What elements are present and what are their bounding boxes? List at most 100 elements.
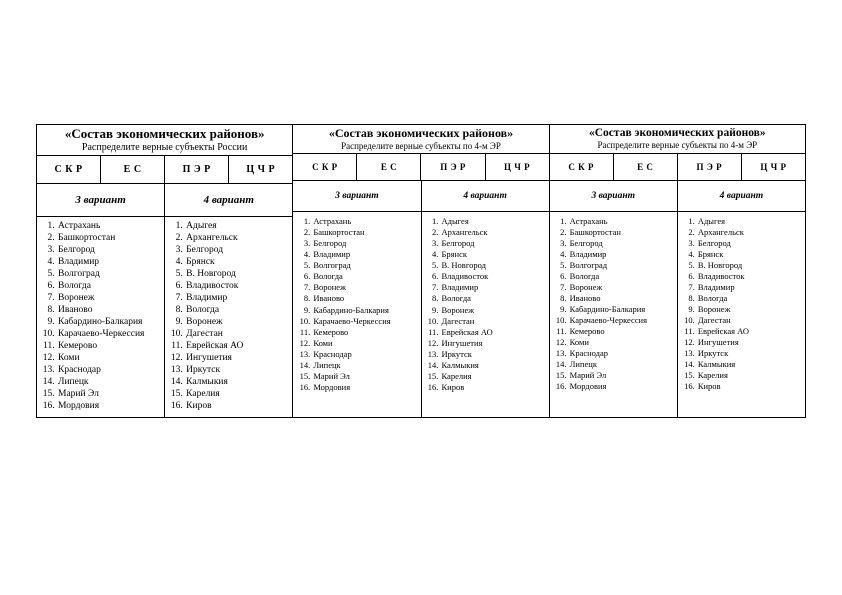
block-1-variant-row: 3 вариант 4 вариант [37,184,292,217]
list-item: Вологда [569,271,675,282]
list-item: Киров [441,382,547,393]
block-2: «Состав экономических районов» Распредел… [293,125,549,417]
list-item: Кабардино-Балкария [569,304,675,315]
list-item: Вологда [441,293,547,304]
list-item: Вологда [185,305,290,317]
list-item: Иваново [312,293,418,304]
list-item: Калмыкия [441,360,547,371]
list-item: Кемерово [569,326,675,337]
list-item: Адыгея [441,216,547,227]
list-item: Белгород [312,238,418,249]
list-item: Белгород [569,238,675,249]
variant-3-label: 3 вариант [550,181,678,211]
list-item: Башкортостан [57,233,162,245]
list-item: Волгоград [569,260,675,271]
list-item: Владимир [441,282,547,293]
list-item: Марий Эл [57,389,162,401]
list-item: Липецк [569,359,675,370]
list-item: Архангельск [697,227,803,238]
list-item: Кабардино-Балкария [312,305,418,316]
list-item: Воронеж [569,282,675,293]
list-item: Владимир [57,257,162,269]
list-item: Марий Эл [569,370,675,381]
block-3-subtitle: Распределите верные субъекты по 4-м ЭР [554,140,801,150]
list-item: Дагестан [185,329,290,341]
list-item: Воронеж [185,317,290,329]
block-2-subtitle: Распределите верные субъекты по 4-м ЭР [297,141,544,151]
page: «Состав экономических районов» Распредел… [0,0,842,418]
list-item: Дагестан [441,316,547,327]
list-item: Вологда [697,293,803,304]
variant-4-label: 4 вариант [165,184,292,216]
list: АстраханьБашкортостанБелгородВладимирВол… [556,216,675,393]
col-skr: С К Р [293,154,357,180]
list-item: В. Новгород [697,260,803,271]
list-item: Еврейская АО [441,327,547,338]
list-item: Воронеж [697,304,803,315]
col-cchr: Ц Ч Р [229,156,292,183]
block-3-title: «Состав экономических районов» [554,127,801,140]
list-item: Архангельск [441,227,547,238]
list-item: Мордовия [569,381,675,392]
list-item: Вологда [312,271,418,282]
list-item: Адыгея [185,221,290,233]
block-1-subtitle: Распределите верные субъекты России [41,142,288,154]
list-item: Мордовия [57,401,162,413]
list-item: Адыгея [697,216,803,227]
list-item: Владивосток [697,271,803,282]
list-item: Белгород [57,245,162,257]
list: АстраханьБашкортостанБелгородВладимирВол… [43,221,162,413]
list-item: Ингушетия [697,337,803,348]
list-item: Волгоград [312,260,418,271]
block-2-lists: АстраханьБашкортостанБелгородВладимирВол… [293,212,548,417]
list: АдыгеяАрхангельскБелгородБрянскВ. Новгор… [171,221,290,413]
list-item: Еврейская АО [185,341,290,353]
list-item: Коми [57,353,162,365]
list-item: Брянск [185,257,290,269]
list-item: Владивосток [185,281,290,293]
list-item: Владимир [312,249,418,260]
list-item: Воронеж [312,282,418,293]
list-item: Еврейская АО [697,326,803,337]
block-1-column-headers: С К Р Е С П Э Р Ц Ч Р [37,156,292,184]
list-item: Коми [312,338,418,349]
list-item: Астрахань [312,216,418,227]
col-cchr: Ц Ч Р [486,154,549,180]
col-per: П Э Р [165,156,229,183]
list-item: Липецк [57,377,162,389]
col-es: Е С [101,156,165,183]
col-skr: С К Р [37,156,101,183]
list: АстраханьБашкортостанБелгородВладимирВол… [299,216,418,393]
list-item: Владимир [185,293,290,305]
list-item: Карачаево-Черкессия [57,329,162,341]
list-item: Брянск [697,249,803,260]
block-3-list-v4: АдыгеяАрхангельскБелгородБрянскВ. Новгор… [678,212,805,417]
list-item: Краснодар [569,348,675,359]
block-3-lists: АстраханьБашкортостанБелгородВладимирВол… [550,212,805,417]
block-2-list-v3: АстраханьБашкортостанБелгородВладимирВол… [293,212,421,417]
list-item: Марий Эл [312,371,418,382]
col-cchr: Ц Ч Р [742,154,805,180]
list-item: Воронеж [57,293,162,305]
variant-3-label: 3 вариант [293,181,421,211]
list: АдыгеяАрхангельскБелгородБрянскВ. Новгор… [428,216,547,393]
col-per: П Э Р [678,154,742,180]
list-item: Архангельск [185,233,290,245]
list-item: Астрахань [57,221,162,233]
list-item: Иваново [569,293,675,304]
list-item: Воронеж [441,305,547,316]
list-item: Киров [697,381,803,392]
block-1-header: «Состав экономических районов» Распредел… [37,125,292,156]
list-item: Белгород [441,238,547,249]
list-item: В. Новгород [185,269,290,281]
block-2-title: «Состав экономических районов» [297,127,544,141]
list-item: Калмыкия [185,377,290,389]
list-item: Белгород [185,245,290,257]
block-2-variant-row: 3 вариант 4 вариант [293,181,548,212]
list-item: Кемерово [57,341,162,353]
block-3-header: «Состав экономических районов» Распредел… [550,125,805,154]
col-es: Е С [614,154,678,180]
list-item: Карачаево-Черкессия [312,316,418,327]
list-item: Башкортостан [569,227,675,238]
block-1: «Состав экономических районов» Распредел… [37,125,293,417]
